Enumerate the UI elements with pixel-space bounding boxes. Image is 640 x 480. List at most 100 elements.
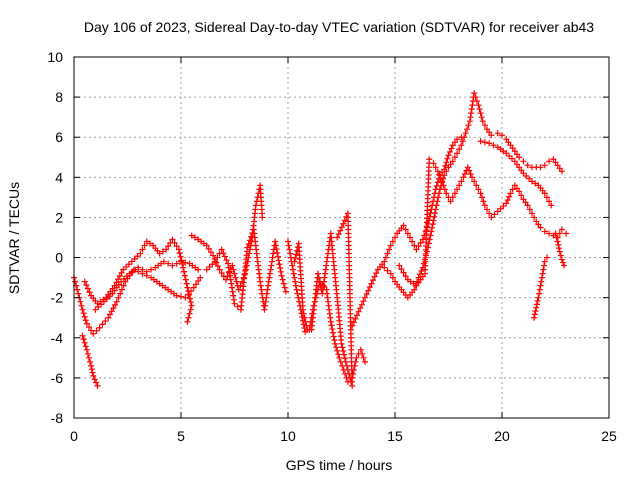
data-point [539,270,546,277]
data-point [267,266,274,273]
data-point [451,190,458,197]
data-point [444,155,451,162]
data-point [90,330,97,337]
data-point [415,279,422,286]
data-point [434,168,441,175]
data-point [156,250,163,257]
data-point [479,194,486,201]
data-point [417,239,424,246]
data-point [94,382,101,389]
series-track-14 [531,254,550,321]
data-point [476,106,483,113]
data-point [216,266,223,273]
data-point [230,296,237,303]
data-point [227,276,234,283]
data-point [267,270,274,277]
data-point [419,273,426,280]
data-point [486,140,493,147]
data-point [437,175,444,182]
data-point [406,234,413,241]
data-point [270,250,277,257]
data-point [146,240,153,247]
y-tick-label: -2 [51,290,64,306]
data-point [233,278,240,285]
data-point [440,182,447,189]
data-point [435,194,442,201]
data-point [190,284,197,291]
chart-title: Day 106 of 2023, Sidereal Day-to-day VTE… [84,19,594,35]
data-point [488,132,495,139]
data-point [441,186,448,193]
data-point [398,266,405,273]
data-point [263,294,270,301]
data-point [266,274,273,281]
data-point [469,174,476,181]
data-point [106,293,113,300]
data-point [532,180,539,187]
data-point [442,162,449,169]
data-point [479,118,486,125]
data-point [93,327,100,334]
data-point [548,202,555,209]
data-point [447,198,454,205]
data-point [83,320,90,327]
data-point [286,246,293,253]
data-point [518,167,525,174]
data-point [96,324,103,331]
data-point [92,306,99,313]
x-tick-label: 5 [177,428,185,444]
data-point [413,246,420,253]
data-point [143,238,150,245]
data-point [128,258,135,265]
data-point [84,285,91,292]
data-point [404,230,411,237]
data-point [436,190,443,197]
data-point [137,250,144,257]
data-point [503,200,510,207]
data-point [187,299,194,306]
data-point [456,182,463,189]
data-point [480,198,487,205]
data-point [533,301,540,308]
data-point [466,167,473,174]
data-point [497,205,504,212]
data-point [486,129,493,136]
data-point [83,282,90,289]
data-point [228,284,235,291]
data-point [332,340,339,347]
data-point [330,333,337,340]
data-point [269,254,276,261]
data-point [431,213,438,220]
data-point [289,262,296,269]
data-point [508,155,515,162]
data-point [358,301,365,308]
data-point [176,250,183,257]
data-point [400,222,407,229]
data-point [352,315,359,322]
data-point [191,234,198,241]
data-point [553,234,560,241]
data-point [300,310,307,317]
data-point [526,175,533,182]
data-point [468,110,475,117]
data-point [218,269,225,276]
data-point [550,156,557,163]
data-point [422,228,429,235]
data-point [475,102,482,109]
data-point [402,226,409,233]
data-point [82,343,89,350]
data-point [173,260,180,267]
data-point [258,286,265,293]
y-tick-label: 2 [55,209,63,225]
data-point [231,300,238,307]
data-point [197,274,204,281]
data-point [428,228,435,235]
data-point [541,190,548,197]
y-tick-label: -4 [51,330,64,346]
data-point [182,294,189,301]
data-point [265,282,272,289]
data-point [331,337,338,344]
data-point [282,288,289,295]
x-tick-label: 25 [601,428,617,444]
data-point [105,314,112,321]
